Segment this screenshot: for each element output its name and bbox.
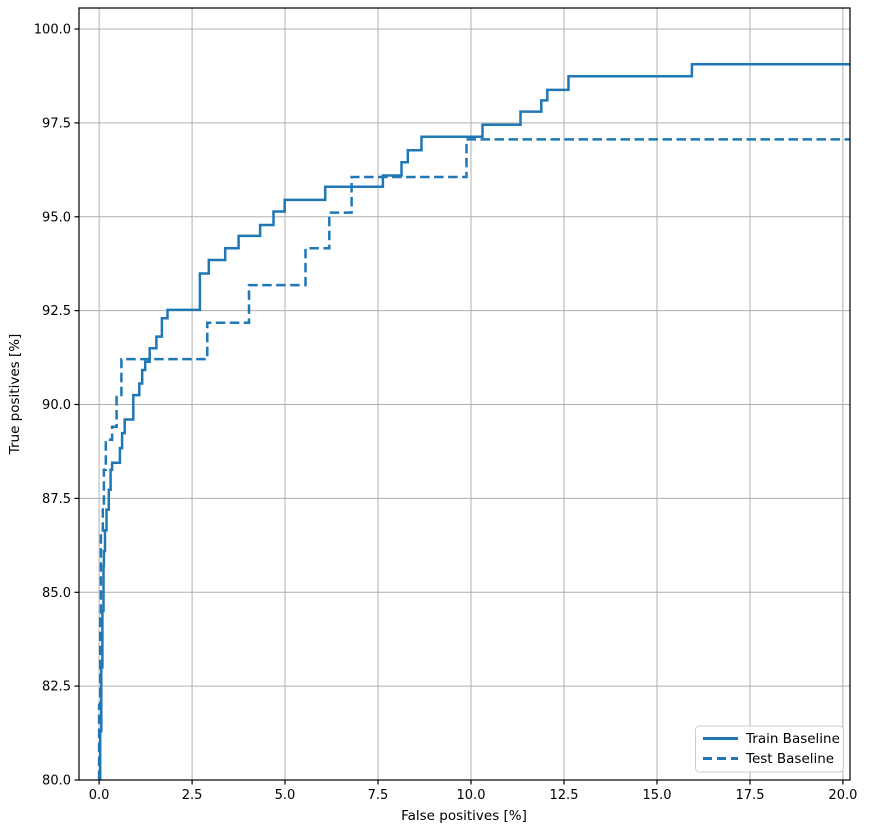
train-baseline-curve: [98, 63, 850, 780]
x-tick-label: 7.5: [368, 788, 389, 803]
x-tick-label: 10.0: [457, 788, 486, 803]
legend: Train Baseline Test Baseline: [695, 725, 844, 773]
y-axis-label: True positives [%]: [7, 334, 23, 456]
y-tick-label: 82.5: [42, 680, 71, 695]
y-tick-label: 85.0: [42, 586, 71, 601]
x-tick-label: 5.0: [275, 788, 296, 803]
x-tick-label: 12.5: [550, 788, 579, 803]
x-tick-label: 17.5: [736, 788, 765, 803]
y-tick-label: 80.0: [42, 774, 71, 789]
series-lines: [97, 63, 850, 780]
y-tick-label: 95.0: [42, 210, 71, 225]
x-tick-label: 15.0: [643, 788, 672, 803]
x-tick-label: 20.0: [828, 788, 857, 803]
y-tick-label: 87.5: [42, 492, 71, 507]
grid: [79, 8, 850, 781]
x-axis-label: False positives [%]: [401, 808, 527, 824]
plot-frame: [78, 7, 851, 781]
test-baseline-curve: [97, 138, 850, 780]
x-tick-label: 0.0: [89, 788, 110, 803]
legend-train-label: Train Baseline: [745, 731, 840, 747]
y-axis: 80.0 82.5 85.0 87.5 90.0 92.5 95.0 97.5 100.0: [34, 23, 79, 789]
y-tick-label: 100.0: [34, 23, 71, 38]
legend-test-label: Test Baseline: [745, 751, 834, 767]
y-tick-label: 97.5: [42, 116, 71, 131]
y-tick-label: 92.5: [42, 304, 71, 319]
y-tick-label: 90.0: [42, 398, 71, 413]
x-axis: 0.0 2.5 5.0 7.5 10.0 12.5 15.0 17.5 20.0: [89, 780, 857, 803]
x-tick-label: 2.5: [182, 788, 203, 803]
